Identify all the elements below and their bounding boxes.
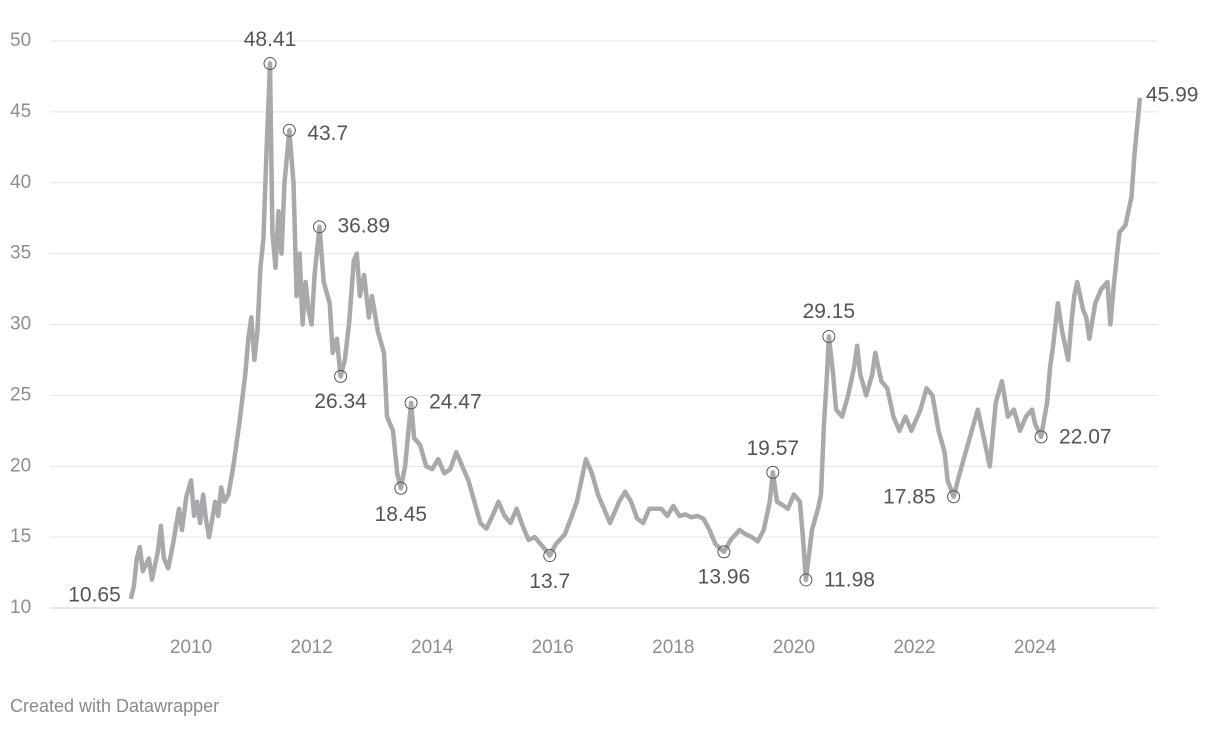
y-tick-label: 15 — [10, 526, 31, 547]
annotation-label: 13.96 — [698, 565, 751, 588]
y-tick-label: 45 — [10, 101, 31, 122]
y-tick-label: 50 — [10, 30, 31, 51]
annotation-label: 43.7 — [307, 122, 348, 145]
y-tick-label: 25 — [10, 384, 31, 405]
annotation-marker — [799, 573, 813, 587]
line — [128, 61, 1143, 600]
y-tick-label: 40 — [10, 172, 31, 193]
footer: Created with Datawrapper — [10, 696, 219, 716]
annotation-marker — [1034, 430, 1048, 444]
y-tick-label: 30 — [10, 314, 31, 335]
x-tick-label: 2020 — [773, 637, 815, 658]
annotation-label: 18.45 — [375, 503, 428, 526]
annotation-label: 26.34 — [314, 390, 367, 413]
annotation-marker — [404, 396, 418, 410]
x-tick-label: 2014 — [411, 637, 454, 658]
annotation-label: 24.47 — [429, 390, 482, 413]
annotation-marker — [947, 490, 961, 504]
annotation-label: 48.41 — [244, 28, 297, 51]
annotation-marker — [334, 369, 348, 383]
x-tick-label: 2022 — [893, 637, 935, 658]
annotation-marker — [263, 57, 277, 71]
annotation-marker — [394, 481, 408, 495]
annotation-label: 13.7 — [529, 570, 570, 593]
annotation-marker — [717, 545, 731, 559]
x-tick-label: 2024 — [1014, 637, 1057, 658]
annotation-label: 45.99 — [1146, 83, 1199, 106]
x-tick-label: 2012 — [290, 637, 332, 658]
x-tick-label: 2010 — [170, 637, 212, 658]
y-tick-label: 10 — [10, 597, 31, 618]
annotation-label: 29.15 — [803, 300, 856, 323]
annotation-marker — [543, 549, 557, 563]
y-tick-label: 20 — [10, 455, 31, 476]
annotation-label: 36.89 — [337, 214, 390, 237]
annotation-marker — [822, 330, 836, 344]
x-tick-label: 2018 — [652, 637, 694, 658]
annotation-label: 22.07 — [1059, 425, 1112, 448]
annotation-label: 19.57 — [747, 437, 800, 460]
annotation-marker — [282, 123, 296, 137]
annotation-label: 17.85 — [883, 485, 936, 508]
annotation-label: 11.98 — [824, 568, 875, 591]
annotation-marker — [766, 465, 780, 479]
annotation-label: 10.65 — [68, 583, 121, 606]
y-tick-label: 35 — [10, 243, 31, 264]
x-tick-label: 2016 — [532, 637, 574, 658]
annotation-marker — [312, 220, 326, 234]
